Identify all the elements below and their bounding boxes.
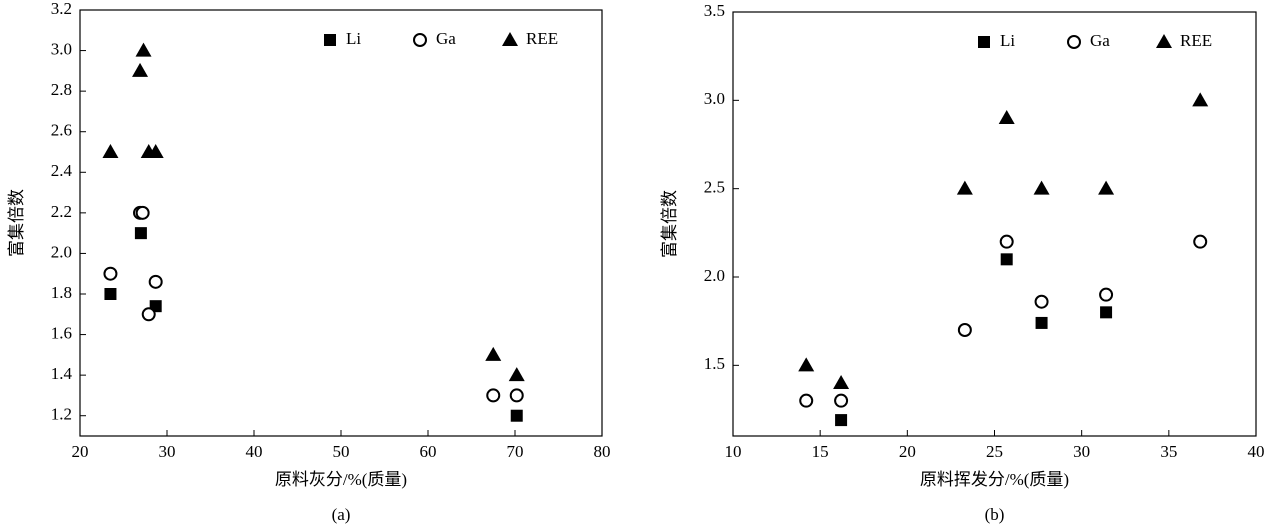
circle-marker xyxy=(1193,234,1208,249)
circle-marker xyxy=(135,205,150,220)
y-tick-label: 2.6 xyxy=(51,121,72,140)
triangle-marker xyxy=(1033,180,1050,195)
y-tick-label: 3.0 xyxy=(51,39,72,58)
triangle-marker xyxy=(147,144,164,158)
x-tick-label: 10 xyxy=(725,442,742,461)
legend-label: Li xyxy=(346,29,361,48)
circle-marker xyxy=(1034,294,1049,309)
x-tick-label: 80 xyxy=(594,442,611,461)
square-marker xyxy=(1035,316,1048,329)
legend-label: REE xyxy=(526,29,558,48)
legend-label: REE xyxy=(1180,31,1212,50)
triangle-marker xyxy=(102,144,119,158)
triangle-marker xyxy=(508,367,525,382)
x-tick-label: 20 xyxy=(899,442,916,461)
x-tick-label: 60 xyxy=(420,442,437,461)
y-tick-label: 3.0 xyxy=(704,89,725,108)
x-tick-label: 15 xyxy=(812,442,829,461)
circle-marker xyxy=(148,274,163,289)
circle-marker xyxy=(834,393,849,408)
caption: (a) xyxy=(332,505,351,524)
x-tick-label: 35 xyxy=(1160,442,1177,461)
square-marker xyxy=(324,34,336,46)
square-marker xyxy=(1000,253,1013,266)
x-tick-label: 40 xyxy=(1248,442,1265,461)
y-tick-label: 2.0 xyxy=(704,266,725,285)
circle-marker xyxy=(103,266,118,281)
triangle-marker xyxy=(798,357,815,372)
circle-marker xyxy=(486,388,501,403)
legend-label: Li xyxy=(1000,31,1015,50)
x-axis-label: 原料灰分/%(质量) xyxy=(275,470,407,489)
circle-marker xyxy=(999,234,1014,249)
plot-frame xyxy=(732,11,1257,437)
y-tick-label: 3.2 xyxy=(51,0,72,18)
triangle-marker xyxy=(1098,180,1115,195)
x-tick-label: 30 xyxy=(159,442,176,461)
square-marker xyxy=(1100,306,1113,319)
y-axis-label: 富集倍数 xyxy=(7,189,26,257)
square-marker xyxy=(104,288,117,300)
caption: (b) xyxy=(985,505,1005,524)
triangle-marker xyxy=(833,375,850,389)
circle-marker xyxy=(1099,287,1114,302)
y-tick-label: 2.0 xyxy=(51,242,72,261)
triangle-marker xyxy=(485,346,502,361)
triangle-marker xyxy=(135,42,152,57)
circle-marker xyxy=(413,33,427,47)
y-tick-label: 2.2 xyxy=(51,202,72,221)
y-tick-label: 1.2 xyxy=(51,405,72,424)
triangle-marker xyxy=(1156,34,1172,48)
y-axis-label: 富集倍数 xyxy=(660,190,679,258)
y-tick-label: 1.5 xyxy=(704,354,725,373)
circle-marker xyxy=(141,307,156,322)
triangle-marker xyxy=(502,32,518,46)
y-tick-label: 1.4 xyxy=(51,364,73,383)
y-tick-label: 2.8 xyxy=(51,80,72,99)
x-tick-label: 70 xyxy=(507,442,524,461)
triangle-marker xyxy=(956,180,973,195)
y-tick-label: 2.5 xyxy=(704,178,725,197)
x-tick-label: 40 xyxy=(246,442,263,461)
triangle-marker xyxy=(998,110,1015,124)
circle-marker xyxy=(957,323,972,337)
y-tick-label: 1.6 xyxy=(51,323,72,342)
square-marker xyxy=(978,36,990,48)
y-tick-label: 2.4 xyxy=(51,161,73,180)
x-tick-label: 20 xyxy=(72,442,89,461)
legend-label: Ga xyxy=(1090,31,1110,50)
circle-marker xyxy=(799,393,814,408)
plot-frame xyxy=(79,9,603,437)
square-marker xyxy=(510,409,523,422)
y-tick-label: 1.8 xyxy=(51,283,72,302)
x-tick-label: 30 xyxy=(1073,442,1090,461)
x-tick-label: 50 xyxy=(333,442,350,461)
square-marker xyxy=(835,414,848,427)
triangle-marker xyxy=(132,62,149,77)
circle-marker xyxy=(1067,35,1081,49)
circle-marker xyxy=(509,388,524,403)
y-tick-label: 3.5 xyxy=(704,1,725,20)
x-tick-label: 25 xyxy=(986,442,1003,461)
triangle-marker xyxy=(1192,92,1209,107)
x-axis-label: 原料挥发分/%(质量) xyxy=(920,470,1069,489)
square-marker xyxy=(134,227,147,240)
legend-label: Ga xyxy=(436,29,456,48)
